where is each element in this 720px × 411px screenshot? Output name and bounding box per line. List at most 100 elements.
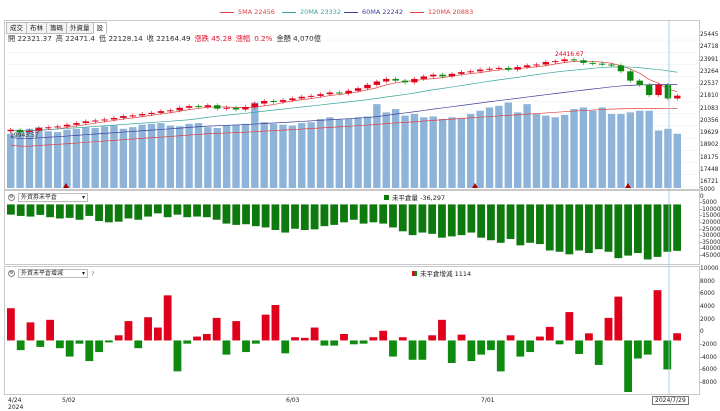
candle-body [655, 84, 662, 96]
legend-line [220, 11, 234, 13]
oi-change-bar [506, 335, 515, 341]
legend-label: 60MA 22242 [362, 8, 404, 16]
date-tick: 5/02 [62, 397, 76, 404]
oi-bar [418, 204, 427, 233]
price-panel [4, 20, 700, 190]
oi-bar [26, 204, 35, 217]
oi-change-axis-tick: -8000 [700, 380, 717, 386]
oi-change-bar [134, 340, 143, 349]
oi-axis-tick: 0 [700, 193, 704, 200]
volume-bar [410, 114, 419, 188]
oi-change-bar [536, 336, 544, 341]
ma-line [10, 60, 678, 132]
oi-bar [281, 204, 290, 233]
oi-bar [114, 204, 123, 222]
candle-body [336, 92, 343, 94]
volume-bar [429, 116, 437, 188]
oi-change-panel: ⚙ 外資未平倉增減 ▾ ? [4, 266, 700, 395]
candle-body [326, 92, 334, 95]
oi-bar [153, 204, 162, 214]
oi-bar [55, 204, 64, 219]
oi-change-axis-tick: -6000 [700, 367, 717, 374]
volume-bar [335, 119, 343, 188]
oi-bar [202, 204, 211, 218]
candle-body [552, 61, 559, 63]
oi-change-title: 未平倉增減 1114 [412, 268, 471, 278]
oi-change-bar [330, 340, 339, 346]
tab-0[interactable]: 成交 [6, 22, 27, 34]
oi-change-bar [144, 317, 152, 341]
oi-change-bar [487, 340, 495, 351]
candle-body [195, 106, 202, 108]
oi-bar [526, 204, 535, 243]
indicator-select-value: 外資未平倉增減 [21, 270, 64, 277]
oi-bar [193, 204, 201, 217]
ma-line [10, 84, 678, 139]
date-tick: 7/01 [481, 397, 495, 404]
indicator-select[interactable]: 外資券未平倉 ▾ [18, 193, 88, 202]
oi-bar [447, 204, 456, 237]
volume-bar [551, 117, 559, 188]
volume-bar [560, 114, 569, 188]
event-marker [625, 183, 631, 188]
pct-value: 0.2% [254, 34, 273, 43]
oi-change-bar [7, 308, 15, 341]
volume-bar [222, 125, 231, 188]
oi-change-bar [310, 327, 319, 341]
volume-bar [579, 107, 588, 188]
candle-body [345, 90, 352, 94]
tab-1[interactable]: 布林 [26, 22, 47, 34]
candle-body [148, 112, 155, 115]
oi-change-bar [75, 340, 84, 344]
tab-4[interactable]: 設 [92, 22, 107, 34]
help-icon[interactable]: ? [91, 269, 95, 278]
candle-body [674, 95, 681, 99]
oi-bar [438, 204, 446, 238]
settings-icon[interactable]: ⚙ [8, 194, 15, 201]
candle-body [430, 74, 437, 77]
oi-bar [232, 204, 241, 225]
oi-change-bar [291, 337, 299, 341]
candle-body [401, 80, 409, 83]
oi-change-title-text: 未平倉增減 1114 [420, 270, 472, 278]
tab-2[interactable]: 籌碼 [46, 22, 67, 34]
candle-body [476, 69, 484, 72]
legend-swatch [384, 194, 389, 200]
oi-bar [310, 204, 319, 230]
oi-bar [663, 204, 672, 252]
volume-bar [307, 122, 315, 188]
oi-bar [604, 204, 613, 252]
open-price: 開 22321.37 [8, 34, 52, 43]
indicator-select-value: 外資券未平倉 [21, 194, 58, 201]
volume-bar [382, 112, 390, 188]
candle-body [270, 100, 277, 102]
volume-bar [119, 128, 128, 188]
volume-bar [467, 114, 475, 188]
volume-bar [448, 117, 456, 188]
legend-item: 20MA 23332 [282, 8, 341, 16]
candle-body [523, 65, 531, 68]
oi-change-axis-tick: 2000 [700, 316, 715, 323]
volume-bar [476, 110, 484, 188]
settings-icon[interactable]: ⚙ [8, 270, 15, 277]
year-tick: 2024 [8, 404, 24, 411]
candle-body [26, 130, 33, 133]
ma-legend: 5MA 22456 20MA 23332 60MA 22242 120MA 20883 [0, 8, 720, 20]
candle-body [439, 74, 446, 77]
oi-bar [398, 204, 407, 232]
volume-bar [401, 115, 409, 188]
oi-change-bar [114, 335, 123, 341]
oi-change-bar [46, 319, 54, 341]
legend-line [282, 11, 296, 13]
candle-body [214, 105, 221, 109]
volume-bar [72, 128, 81, 188]
volume-bar [25, 128, 34, 188]
oi-change-axis-tick: 8000 [700, 278, 715, 285]
candle-body [570, 59, 578, 61]
candle-body [495, 67, 503, 69]
indicator-select[interactable]: 外資未平倉增減 ▾ [18, 269, 88, 278]
volume-bar [44, 131, 52, 188]
oi-change-bar [55, 340, 64, 349]
candle-body [54, 126, 61, 128]
oi-bar [575, 204, 584, 251]
